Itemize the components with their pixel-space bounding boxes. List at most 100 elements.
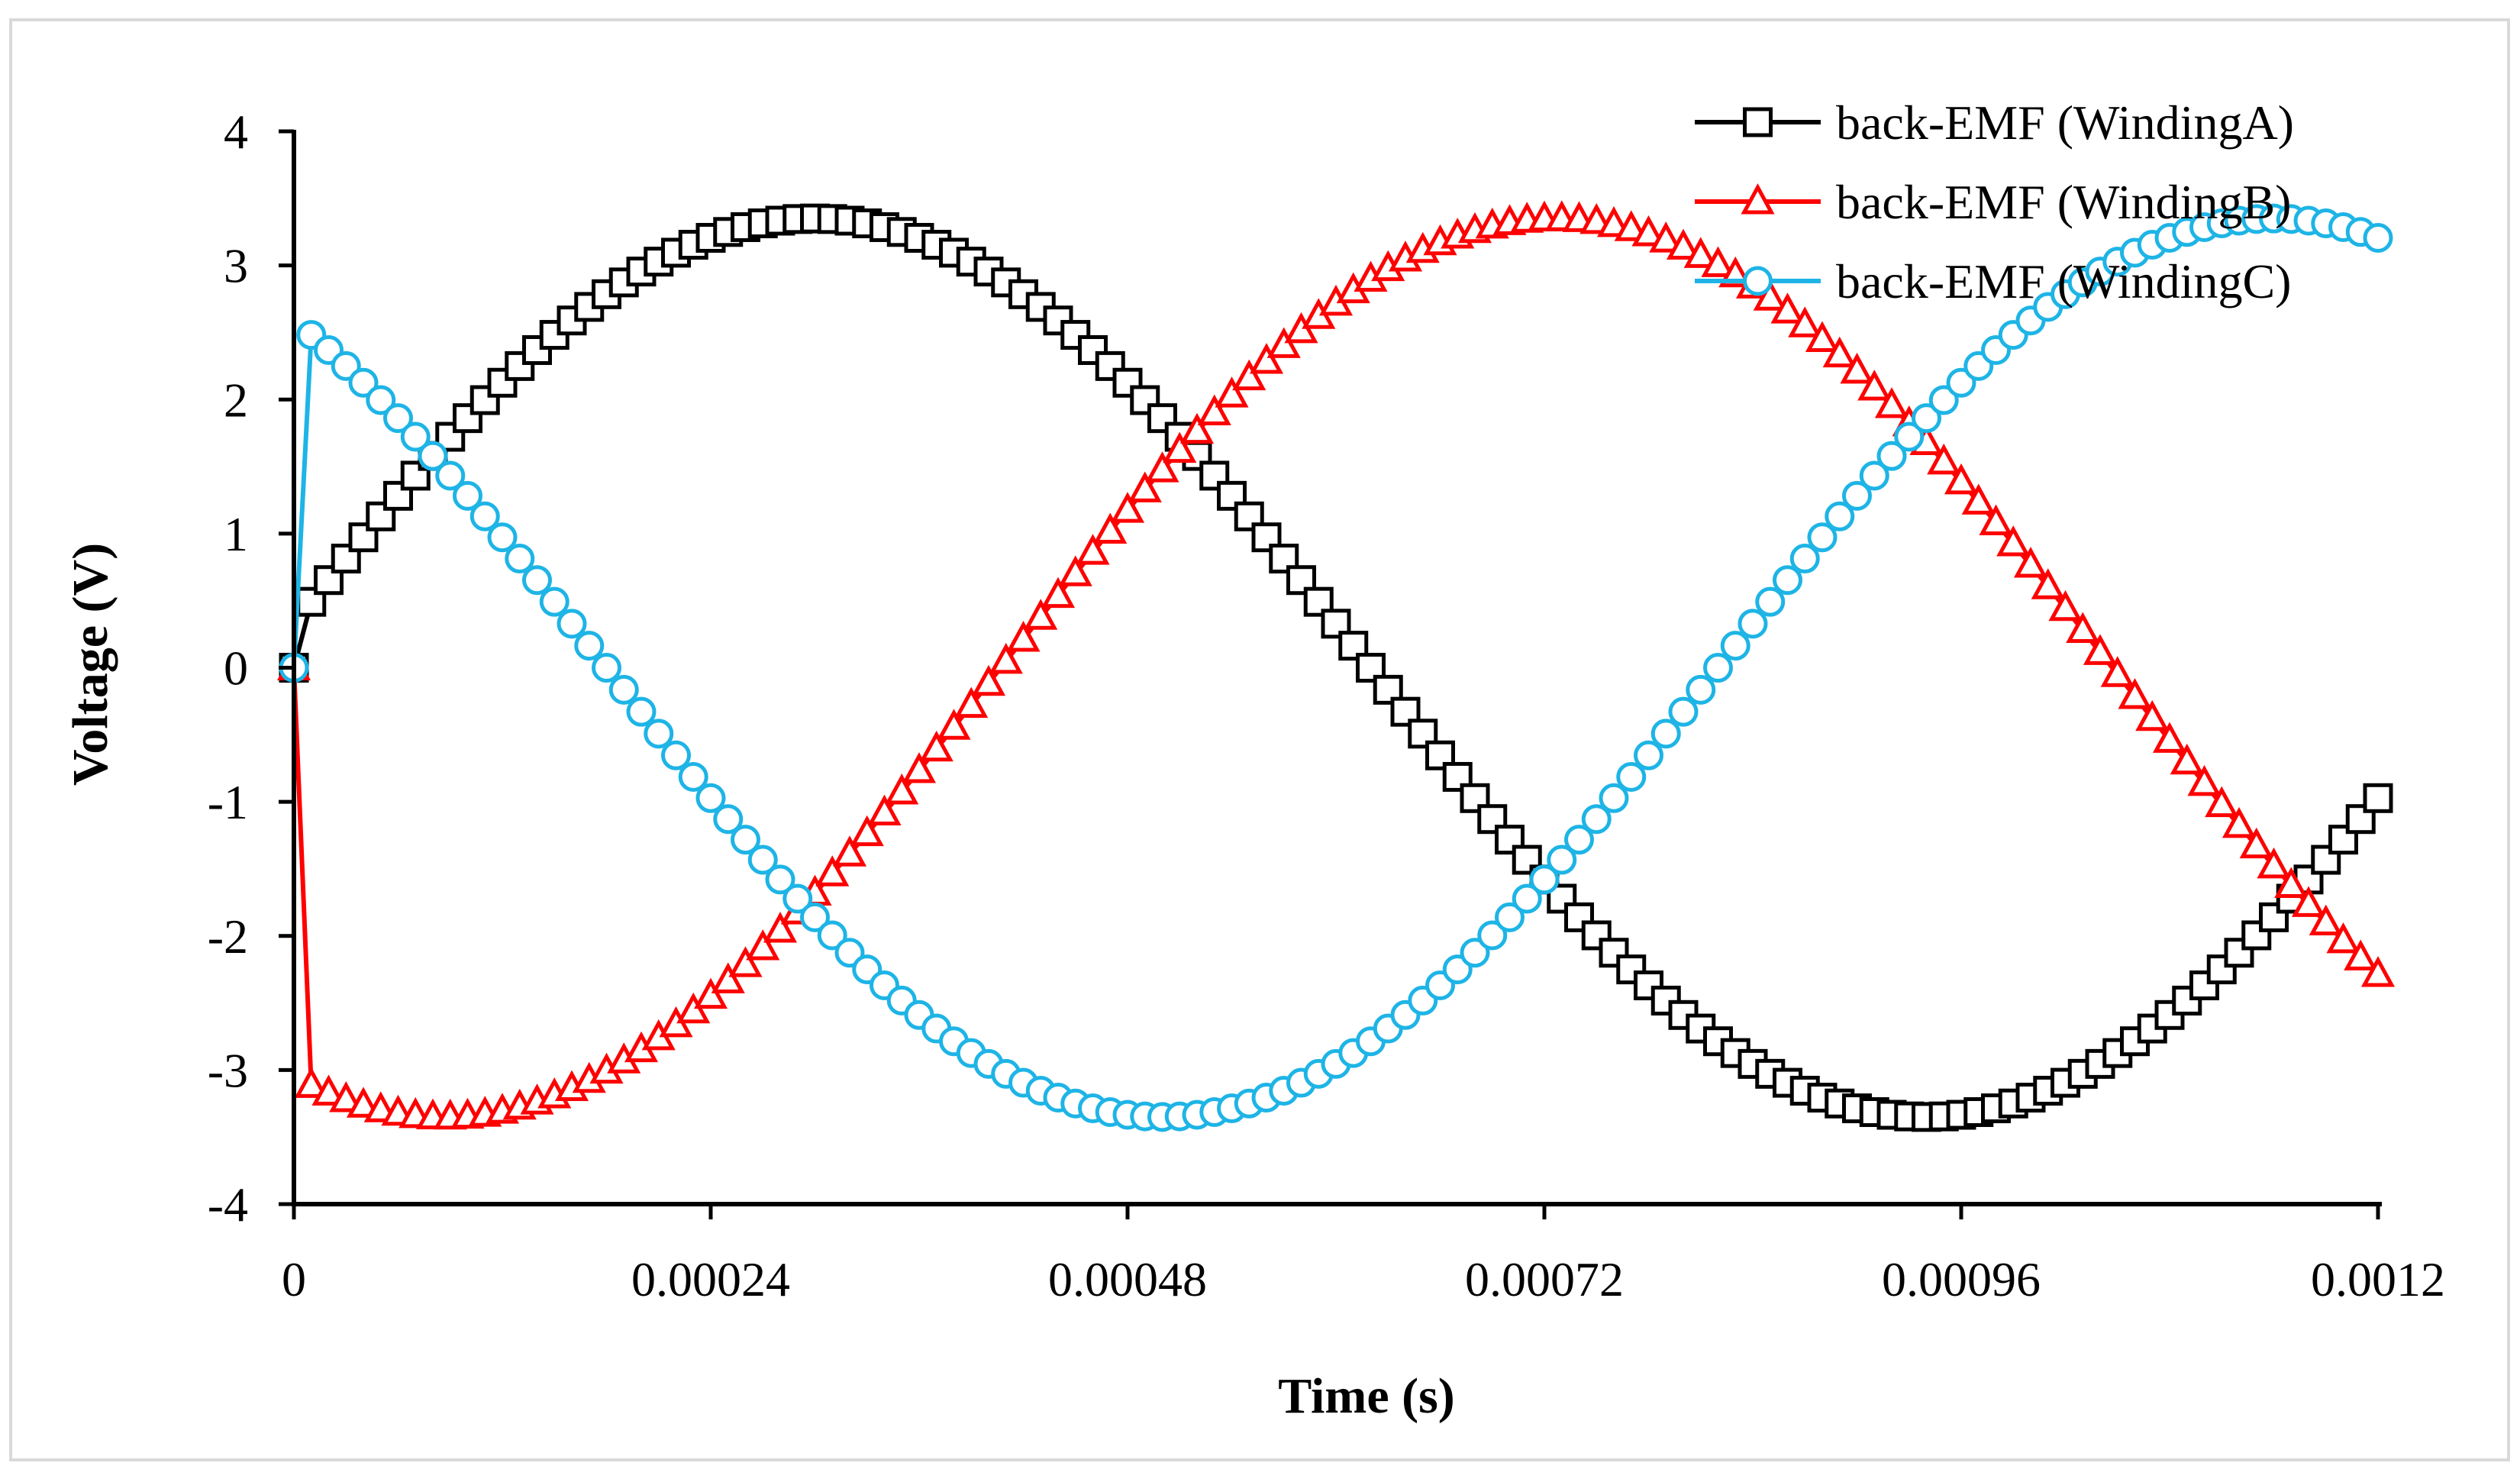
data-point-triangle	[1041, 576, 1076, 609]
data-point-triangle	[2066, 612, 2100, 643]
data-point-triangle	[1805, 321, 1840, 352]
data-point-triangle	[2257, 847, 2291, 879]
data-point-circle	[608, 674, 639, 705]
data-point-triangle	[2048, 589, 2083, 622]
y-tick-label: 0	[224, 641, 248, 696]
data-point-triangle	[1179, 412, 1215, 444]
data-point-circle	[782, 883, 813, 914]
data-point-triangle	[1753, 279, 1787, 311]
data-point-triangle	[1927, 443, 1961, 475]
data-point-triangle	[1128, 471, 1162, 502]
data-point-circle	[453, 480, 482, 511]
data-point-square	[1095, 350, 1125, 381]
data-point-triangle	[2118, 678, 2152, 709]
y-tick-label: 3	[224, 239, 248, 293]
data-point-triangle	[850, 815, 884, 847]
y-tick-label: 4	[224, 105, 248, 159]
data-point-circle	[713, 804, 744, 835]
data-point-triangle	[1232, 359, 1266, 391]
data-point-square	[487, 367, 518, 398]
data-point-triangle	[2083, 634, 2118, 665]
x-ticks: 0 0.00024 0.00048 0.00072 0.00096 0.0012	[282, 1204, 2445, 1306]
data-point-triangle	[363, 1091, 398, 1122]
data-point-circle	[592, 653, 621, 683]
x-tick-label: 0.00096	[1882, 1252, 2041, 1306]
data-point-square	[1743, 107, 1773, 137]
data-point-circle	[1634, 740, 1663, 770]
data-point-circle	[487, 522, 518, 553]
data-point-circle	[1946, 367, 1976, 398]
data-point-square	[1477, 804, 1508, 835]
data-point-triangle	[1840, 352, 1874, 384]
data-point-circle	[435, 460, 466, 491]
data-point-circle	[834, 938, 865, 968]
y-tick-label: 2	[224, 373, 248, 427]
data-point-square	[1112, 367, 1143, 398]
data-point-circle	[348, 367, 379, 398]
data-point-triangle	[1788, 306, 1822, 337]
data-point-circle	[1773, 565, 1802, 596]
y-tick-label: -3	[208, 1043, 248, 1097]
data-point-triangle	[1631, 215, 1666, 247]
data-point-triangle	[1076, 534, 1110, 565]
data-point-square	[2085, 1048, 2115, 1079]
data-point-triangle	[815, 855, 850, 886]
data-point-triangle	[676, 992, 711, 1024]
data-point-circle	[1547, 844, 1577, 875]
data-point-triangle	[1961, 483, 1996, 515]
data-point-triangle	[1979, 504, 2013, 535]
data-point-triangle	[2326, 922, 2360, 954]
data-point-triangle	[1741, 183, 1775, 215]
data-point-triangle	[1249, 343, 1284, 374]
data-point-circle	[1876, 441, 1907, 471]
data-point-square	[1442, 761, 1473, 792]
data-point-triangle	[1145, 451, 1179, 483]
data-point-triangle	[1996, 525, 2031, 557]
data-point-circle	[539, 586, 570, 617]
data-point-circle	[1703, 653, 1733, 683]
data-point-circle	[644, 719, 674, 749]
data-point-circle	[695, 783, 726, 813]
data-point-circle	[1686, 674, 1716, 705]
data-point-triangle	[902, 752, 937, 783]
data-point-triangle	[2013, 547, 2048, 578]
y-tick-label: -1	[208, 775, 248, 829]
data-point-triangle	[1110, 492, 1145, 523]
data-point-square	[2189, 970, 2219, 1001]
x-tick-label: 0.00072	[1465, 1252, 1624, 1306]
data-point-triangle	[2239, 827, 2273, 859]
data-point-triangle	[1215, 376, 1249, 408]
data-point-triangle	[1163, 431, 1197, 463]
data-point-circle	[661, 740, 691, 770]
data-point-circle	[1842, 480, 1872, 511]
data-point-triangle	[1024, 599, 1058, 630]
data-point-square	[2259, 902, 2289, 932]
data-point-circle	[1616, 761, 1647, 792]
data-point-triangle	[919, 730, 953, 762]
data-point-triangle	[954, 686, 989, 719]
x-tick-label: 0.0012	[2311, 1252, 2445, 1306]
data-point-triangle	[728, 946, 763, 977]
legend: back-EMF (WindingA) back-EMF (WindingB) ba…	[1695, 95, 2294, 308]
data-point-triangle	[1857, 370, 1892, 401]
data-point-circle	[1720, 631, 1750, 661]
data-point-triangle	[1683, 237, 1718, 268]
data-point-triangle	[1596, 205, 1631, 237]
legend-entry: back-EMF (WindingC)	[1695, 254, 2291, 308]
data-point-triangle	[867, 794, 902, 826]
data-point-square	[1286, 565, 1316, 596]
data-point-triangle	[1093, 512, 1128, 544]
x-tick-label: 0.00048	[1048, 1252, 1207, 1306]
data-point-triangle	[2152, 722, 2187, 753]
data-point-circle	[1650, 719, 1681, 749]
data-point-circle	[1529, 864, 1560, 895]
y-tick-label: -4	[208, 1177, 248, 1232]
data-point-square	[1599, 938, 1629, 968]
data-point-triangle	[2170, 743, 2204, 775]
data-point-circle	[469, 501, 500, 531]
data-point-triangle	[693, 977, 728, 1009]
y-ticks: 4 3 2 1 0 -1 -2 -3 -4	[208, 105, 294, 1232]
data-point-circle	[817, 920, 847, 951]
data-point-circle	[747, 844, 778, 875]
